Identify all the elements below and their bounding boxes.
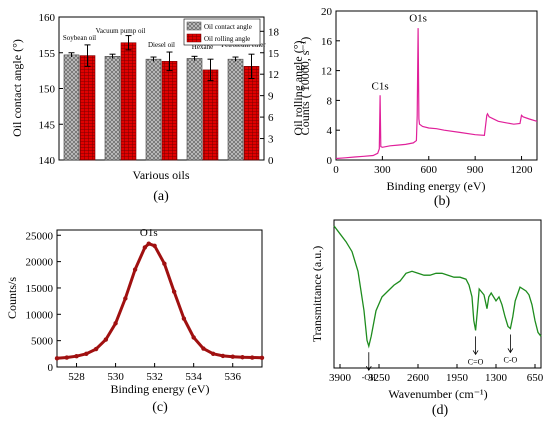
- bar-rolling: [243, 66, 260, 161]
- ytick-label-b: 8: [327, 95, 333, 107]
- xtick-label-b: 300: [374, 164, 391, 176]
- panel-a: 140 145 150 155 160 0 3 6 9 12 15 18 Soybean oilVacu…: [10, 12, 305, 204]
- y2label-a: Oil rolling angle (°): [291, 40, 305, 135]
- peak-annotation: C1s: [372, 80, 389, 92]
- xtick-label-c: 530: [107, 371, 124, 383]
- band-annotation: C-O: [504, 355, 518, 364]
- ytick-label-a: 155: [39, 48, 56, 60]
- band-annotation: C=O: [468, 357, 484, 366]
- annotation-arrowhead: [507, 348, 514, 354]
- xtick-label-d: 2600: [407, 372, 430, 384]
- ylabel-b: Counts ( 10000, s⁻¹): [298, 37, 312, 136]
- ytick-label-c: 5000: [31, 336, 54, 348]
- ytick-label-b: 0: [327, 155, 333, 167]
- xlabel-c: Binding energy (eV): [110, 382, 209, 396]
- xtick-label-d: 3900: [329, 372, 352, 384]
- y2tick-label-a: 0: [268, 155, 274, 167]
- category-label: Hexane: [192, 43, 213, 51]
- panel-label-b: (b): [434, 194, 451, 209]
- ytick-label-a: 140: [39, 155, 56, 167]
- ytick-label-b: 12: [321, 66, 332, 78]
- xlabel-b: Binding energy (eV): [386, 179, 485, 193]
- panel-d: 3900 3250 2600 1950 1300 650 -OH C=O C-O Transmi…: [310, 219, 544, 418]
- ytick-label-a: 145: [39, 119, 56, 131]
- series-line-o1s: [56, 242, 263, 360]
- xlabel-a: Various oils: [133, 168, 190, 182]
- bar-rolling: [202, 69, 219, 161]
- ytick-label-c: 10000: [26, 309, 54, 321]
- plot-frame-b: [335, 10, 538, 161]
- annotation-arrowhead: [472, 350, 479, 356]
- ytick-label-c: 15000: [26, 283, 54, 295]
- bar-rolling: [79, 55, 96, 161]
- y2tick-label-a: 9: [268, 91, 274, 103]
- bar-rolling: [161, 61, 178, 161]
- ytick-label-c: 25000: [26, 230, 54, 242]
- category-label: Diesel oil: [148, 41, 175, 49]
- ytick-label-a: 160: [39, 12, 56, 24]
- band-annotation: -OH: [362, 373, 376, 382]
- series-line-ftir: [333, 225, 542, 349]
- legend-label-rolling: Oil rolling angle: [204, 35, 250, 43]
- panel-b: 0 300 600 900 1200 0 4 8 12 16 20 C1s O1s Counts ( 1…: [298, 6, 538, 209]
- peak-annotation: O1s: [140, 227, 158, 239]
- ytick-label-b: 4: [327, 125, 333, 137]
- xtick-label-b: 0: [333, 164, 339, 176]
- panel-c: 528 530 532 534 536 0 5000 10000 15000 20000 25000…: [5, 227, 265, 415]
- legend-swatch-contact: [186, 21, 202, 31]
- xtick-label-d: 1950: [446, 372, 469, 384]
- legend-swatch-rolling: [186, 33, 202, 43]
- y2tick-label-a: 6: [268, 112, 274, 124]
- xtick-label-c: 528: [68, 371, 85, 383]
- bar-contact: [63, 54, 80, 161]
- xlabel-d: Wavenumber (cm⁻¹): [388, 387, 487, 401]
- xtick-label-c: 532: [146, 371, 163, 383]
- ylabel-c: Counts/s: [5, 277, 19, 319]
- ytick-label-a: 150: [39, 84, 56, 96]
- xtick-label-d: 650: [527, 372, 544, 384]
- peak-annotation: O1s: [409, 13, 427, 25]
- ytick-label-c: 20000: [26, 257, 54, 269]
- y2tick-label-a: 3: [268, 134, 274, 146]
- bar-contact: [227, 58, 244, 161]
- panel-label-a: (a): [153, 189, 169, 204]
- ylabel-d: Transmittance (a.u.): [310, 246, 324, 343]
- ytick-label-c: 0: [48, 362, 54, 374]
- xtick-label-d: 3250: [368, 372, 391, 384]
- xtick-label-c: 536: [224, 371, 241, 383]
- xtick-label-d: 1300: [485, 372, 508, 384]
- bar-rolling: [120, 42, 137, 161]
- ytick-label-b: 20: [321, 6, 333, 18]
- ytick-label-b: 16: [321, 36, 333, 48]
- category-label: Soybean oil: [63, 34, 96, 42]
- xtick-label-b: 900: [467, 164, 484, 176]
- category-label: Vacuum pump oil: [96, 27, 146, 35]
- bar-contact: [104, 56, 121, 161]
- y2tick-label-a: 15: [268, 48, 280, 60]
- plot-frame-d: [333, 219, 542, 369]
- series-line-survey: [335, 28, 538, 160]
- legend-label-contact: Oil contact angle: [204, 23, 252, 31]
- panel-label-d: (d): [432, 403, 449, 418]
- panel-label-c: (c): [152, 400, 168, 415]
- y2tick-label-a: 18: [268, 26, 280, 38]
- bar-contact: [186, 58, 203, 161]
- plot-frame-c: [56, 229, 263, 368]
- xtick-label-b: 600: [421, 164, 438, 176]
- bar-contact: [145, 58, 162, 161]
- xtick-label-c: 534: [185, 371, 202, 383]
- annotation-arrowhead: [365, 365, 372, 371]
- y2tick-label-a: 12: [268, 69, 279, 81]
- xtick-label-b: 1200: [511, 164, 534, 176]
- ylabel-a: Oil contact angle (°): [10, 39, 24, 137]
